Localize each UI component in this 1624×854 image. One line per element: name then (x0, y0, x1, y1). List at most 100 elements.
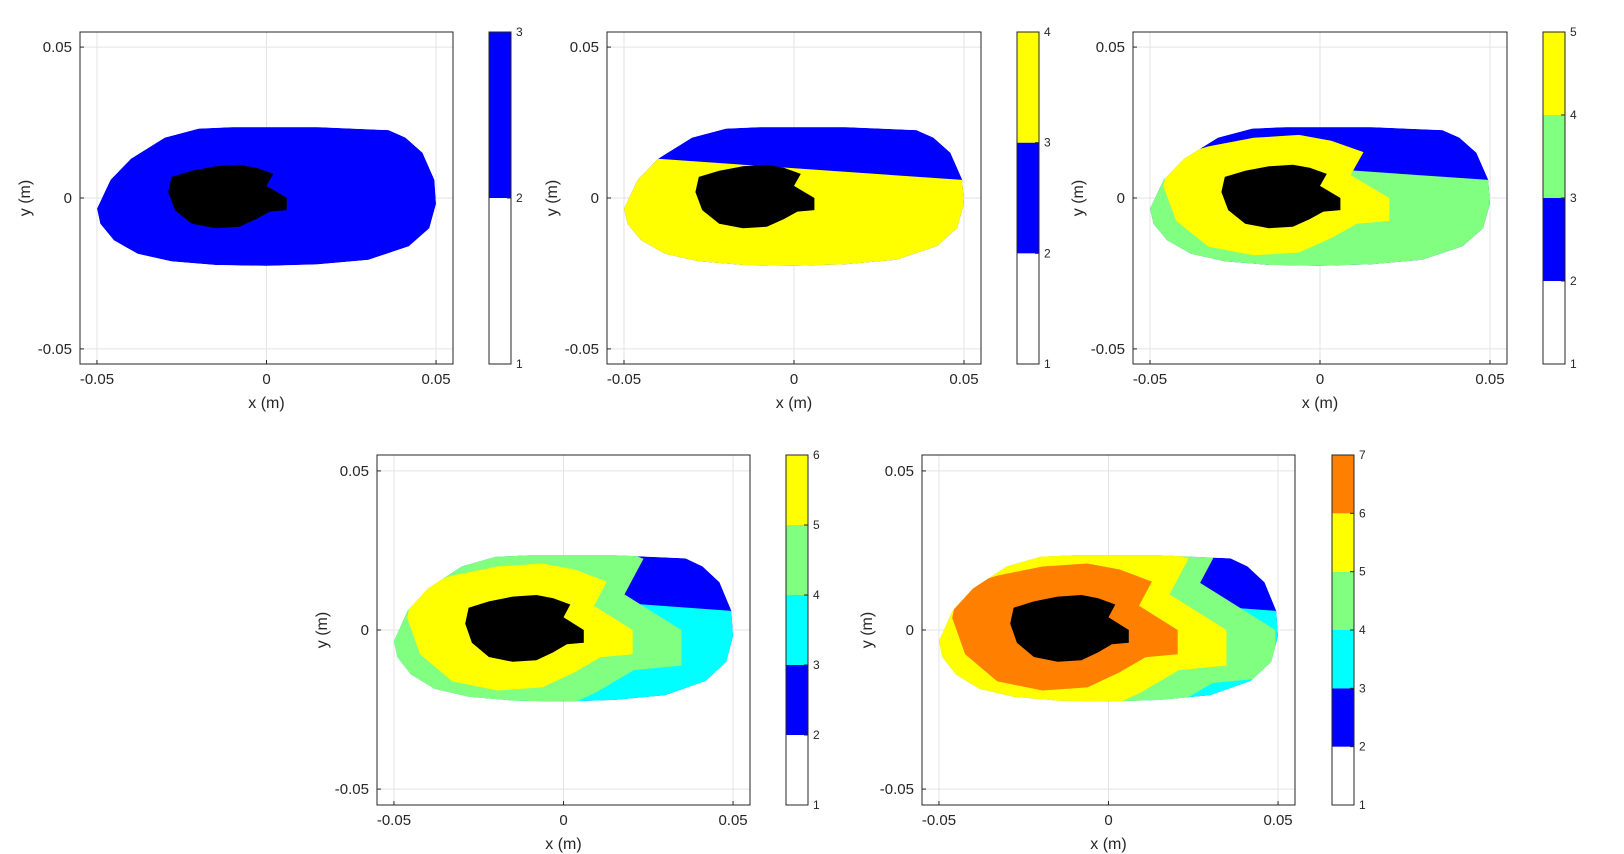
colorbar-segment (786, 735, 808, 805)
y-axis-label: y (m) (314, 612, 331, 648)
colorbar-segment (1332, 630, 1354, 689)
colorbar-segment (786, 525, 808, 595)
colorbar-tick-label: 1 (516, 357, 523, 371)
subplot-4: -0.05 -0.05 0 0 0.05 0.05 x (m) y (m) 1 2 3 4 5 6 (314, 448, 820, 853)
x-tick-label: 0 (1104, 812, 1112, 829)
colorbar-frame (785, 454, 809, 806)
x-tick-label: -0.05 (607, 371, 641, 388)
colorbar-segment (1017, 142, 1039, 254)
colorbar-segment (489, 32, 511, 198)
y-tick-label: 0 (1117, 190, 1125, 207)
colorbar-segment (786, 455, 808, 525)
x-axis-label: x (m) (1090, 836, 1126, 853)
colorbar-tick-label: 5 (1359, 565, 1366, 579)
colorbar-tick-label: 2 (1044, 246, 1051, 260)
colorbar-segment (1332, 571, 1354, 630)
colorbar-segment (1543, 198, 1565, 281)
colorbar-segment (1017, 32, 1039, 143)
colorbar-segment (1332, 688, 1354, 747)
heatmap-regions (394, 555, 733, 702)
colorbar-segment (1332, 455, 1354, 514)
heatmap-regions (939, 555, 1278, 702)
colorbar-tick-label: 1 (1359, 798, 1366, 812)
subplot-1: -0.05 -0.05 0 0 0.05 0.05 x (m) y (m) 1 2 3 (17, 25, 523, 412)
y-tick-label: 0.05 (885, 463, 914, 480)
colorbar-tick-label: 2 (813, 728, 820, 742)
colorbar-segment (1332, 513, 1354, 572)
colorbar-tick-label: 7 (1359, 448, 1366, 462)
x-tick-label: 0.05 (718, 812, 747, 829)
colorbar-tick-label: 4 (1570, 108, 1577, 122)
x-axis-label: x (m) (248, 395, 284, 412)
subplot-2: -0.05 -0.05 0 0 0.05 0.05 x (m) y (m) 1 2 3 4 (544, 25, 1051, 412)
heatmap-regions (624, 127, 964, 266)
y-tick-label: 0.05 (1096, 39, 1125, 56)
y-tick-label: 0 (906, 622, 914, 639)
x-axis-label: x (m) (1302, 395, 1338, 412)
y-tick-label: 0 (591, 190, 599, 207)
y-tick-label: -0.05 (880, 781, 914, 798)
x-tick-label: 0 (559, 812, 567, 829)
colorbar-segment (1332, 746, 1354, 805)
x-tick-label: -0.05 (80, 371, 114, 388)
x-axis-label: x (m) (776, 395, 812, 412)
y-tick-label: 0.05 (570, 39, 599, 56)
colorbar-segment (1017, 253, 1039, 364)
colorbar-tick-label: 2 (1570, 274, 1577, 288)
y-tick-label: -0.05 (565, 341, 599, 358)
y-tick-label: -0.05 (1091, 341, 1125, 358)
region-class-3 (168, 164, 287, 229)
x-tick-label: -0.05 (377, 812, 411, 829)
colorbar-tick-label: 6 (1359, 506, 1366, 520)
colorbar-tick-label: 2 (1359, 740, 1366, 754)
colorbar-segment (1543, 281, 1565, 364)
heatmap-regions (97, 127, 436, 266)
colorbar-tick-label: 1 (1570, 357, 1577, 371)
colorbar-tick-label: 3 (1044, 136, 1051, 150)
x-tick-label: 0.05 (421, 371, 450, 388)
y-axis-label: y (m) (17, 180, 34, 216)
y-axis-label: y (m) (1070, 180, 1087, 216)
y-tick-label: 0.05 (43, 39, 72, 56)
colorbar-tick-label: 5 (1570, 25, 1577, 39)
colorbar-tick-label: 4 (813, 588, 820, 602)
region-class-4 (695, 164, 815, 229)
colorbar-tick-label: 1 (813, 798, 820, 812)
x-tick-label: 0 (790, 371, 798, 388)
x-tick-label: 0.05 (1475, 371, 1504, 388)
x-axis-label: x (m) (545, 836, 581, 853)
colorbar-tick-label: 6 (813, 448, 820, 462)
colorbar-tick-label: 3 (516, 25, 523, 39)
y-tick-label: 0 (64, 190, 72, 207)
region-class-5 (1221, 164, 1341, 229)
colorbar-tick-label: 3 (1359, 681, 1366, 695)
region-class-7 (1010, 595, 1129, 662)
colorbar-tick-label: 4 (1044, 25, 1051, 39)
colorbar-segment (786, 665, 808, 735)
colorbar-frame (1016, 31, 1040, 365)
colorbar-tick-label: 4 (1359, 623, 1366, 637)
region-class-6 (465, 595, 584, 662)
colorbar-tick-label: 5 (813, 518, 820, 532)
x-tick-label: -0.05 (1133, 371, 1167, 388)
colorbar-tick-label: 3 (813, 658, 820, 672)
subplot-5: -0.05 -0.05 0 0 0.05 0.05 x (m) y (m) 1 2 3 4 5 6 7 (859, 448, 1366, 853)
y-tick-label: 0.05 (340, 463, 369, 480)
y-tick-label: 0 (361, 622, 369, 639)
colorbar-segment (1543, 32, 1565, 115)
x-tick-label: -0.05 (922, 812, 956, 829)
y-axis-label: y (m) (544, 180, 561, 216)
colorbar-tick-label: 1 (1044, 357, 1051, 371)
subplot-3: -0.05 -0.05 0 0 0.05 0.05 x (m) y (m) 1 2 3 4 5 (1070, 25, 1577, 412)
x-tick-label: 0.05 (949, 371, 978, 388)
colorbar-tick-label: 3 (1570, 191, 1577, 205)
colorbar-segment (1543, 115, 1565, 198)
y-axis-label: y (m) (859, 612, 876, 648)
colorbar-tick-label: 2 (516, 191, 523, 205)
y-tick-label: -0.05 (335, 781, 369, 798)
y-tick-label: -0.05 (38, 341, 72, 358)
x-tick-label: 0.05 (1263, 812, 1292, 829)
colorbar-segment (489, 198, 511, 364)
heatmap-regions (1150, 127, 1490, 266)
